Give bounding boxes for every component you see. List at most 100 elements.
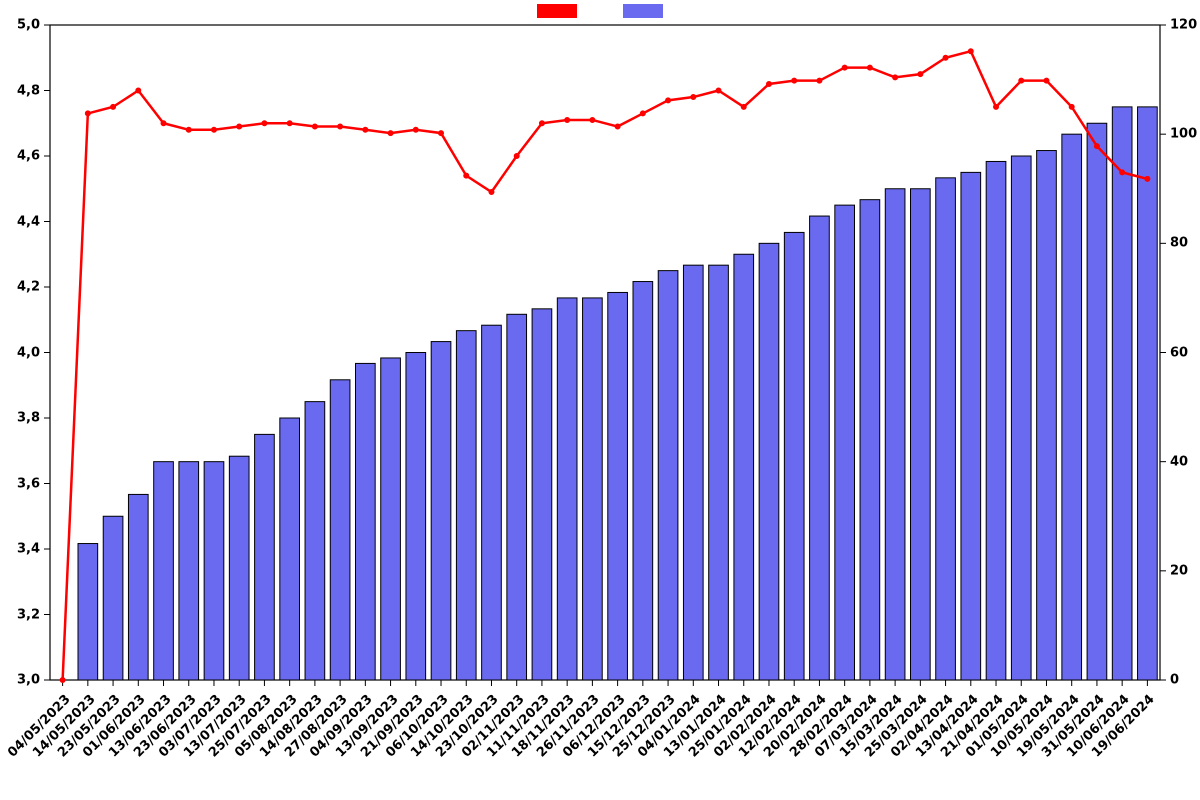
bar	[507, 314, 527, 680]
axis-tick-label: 4,0	[17, 345, 40, 360]
line-marker	[186, 127, 191, 132]
plot-area	[0, 0, 1200, 800]
line-marker	[237, 124, 242, 129]
axis-tick-label: 0	[1170, 673, 1179, 688]
line-marker	[766, 81, 771, 86]
line-marker	[1120, 170, 1125, 175]
axis-tick-label: 3,0	[17, 673, 40, 688]
bar	[406, 353, 426, 681]
bar	[759, 243, 779, 680]
bar	[633, 282, 653, 680]
bar	[1087, 123, 1107, 680]
line-marker	[1094, 144, 1099, 149]
line-marker	[640, 111, 645, 116]
bar	[128, 494, 148, 680]
bar	[683, 265, 703, 680]
axis-tick-label: 3,8	[17, 411, 40, 426]
line-marker	[918, 72, 923, 77]
bar	[608, 292, 628, 680]
line-marker	[994, 104, 999, 109]
legend-swatch-bars	[623, 4, 663, 18]
bar	[784, 232, 804, 680]
bar	[305, 402, 325, 680]
axis-tick-label: 3,2	[17, 607, 40, 622]
bar	[1138, 107, 1158, 680]
line-marker	[464, 173, 469, 178]
line-marker	[60, 678, 65, 683]
line-marker	[413, 127, 418, 132]
bar	[1037, 151, 1057, 680]
axis-tick-label: 4,8	[17, 83, 40, 98]
bar	[885, 189, 905, 680]
line-marker	[893, 75, 898, 80]
line-marker	[615, 124, 620, 129]
axis-tick-label: 3,4	[17, 542, 40, 557]
line-marker	[716, 88, 721, 93]
line-marker	[287, 121, 292, 126]
bar	[734, 254, 754, 680]
axis-tick-label: 40	[1170, 454, 1188, 469]
line-marker	[363, 127, 368, 132]
bar	[280, 418, 300, 680]
bar	[229, 456, 249, 680]
axis-tick-label: 100	[1170, 127, 1197, 142]
line-marker	[842, 65, 847, 70]
axis-tick-label: 4,6	[17, 149, 40, 164]
axis-tick-label: 4,4	[17, 214, 40, 229]
bar	[330, 380, 350, 680]
bar	[709, 265, 729, 680]
axis-tick-label: 4,2	[17, 280, 40, 295]
axis-tick-label: 120	[1170, 18, 1197, 33]
line-marker	[85, 111, 90, 116]
bar	[532, 309, 552, 680]
line-series	[63, 51, 1148, 680]
bar	[431, 342, 451, 680]
bar	[936, 178, 956, 680]
bar	[482, 325, 502, 680]
line-marker	[312, 124, 317, 129]
line-marker	[136, 88, 141, 93]
line-marker	[1044, 78, 1049, 83]
line-marker	[539, 121, 544, 126]
bar	[961, 172, 981, 680]
line-marker	[691, 95, 696, 100]
line-marker	[388, 131, 393, 136]
bar	[911, 189, 931, 680]
bar	[456, 331, 476, 680]
line-marker	[262, 121, 267, 126]
line-marker	[1145, 176, 1150, 181]
bar	[204, 462, 224, 680]
bar	[557, 298, 577, 680]
line-marker	[489, 190, 494, 195]
axis-tick-label: 5,0	[17, 18, 40, 33]
bar	[179, 462, 199, 680]
line-marker	[565, 117, 570, 122]
line-marker	[741, 104, 746, 109]
line-marker	[161, 121, 166, 126]
line-marker	[1019, 78, 1024, 83]
bar	[381, 358, 401, 680]
line-marker	[211, 127, 216, 132]
bar	[255, 434, 275, 680]
combo-chart: 3,03,23,43,63,84,04,24,44,64,85,00204060…	[0, 0, 1200, 800]
bar	[1062, 134, 1082, 680]
bar	[860, 200, 880, 680]
line-marker	[792, 78, 797, 83]
line-marker	[817, 78, 822, 83]
bar	[583, 298, 603, 680]
line-marker	[666, 98, 671, 103]
bar	[154, 462, 174, 680]
line-marker	[968, 49, 973, 54]
axis-tick-label: 60	[1170, 345, 1188, 360]
line-marker	[943, 55, 948, 60]
bar	[986, 161, 1006, 680]
bar	[103, 516, 123, 680]
bar	[356, 363, 376, 680]
bar	[78, 544, 98, 680]
axis-tick-label: 80	[1170, 236, 1188, 251]
line-marker	[439, 131, 444, 136]
bar	[835, 205, 855, 680]
bar	[1112, 107, 1132, 680]
axis-tick-label: 20	[1170, 563, 1188, 578]
bar	[1011, 156, 1031, 680]
